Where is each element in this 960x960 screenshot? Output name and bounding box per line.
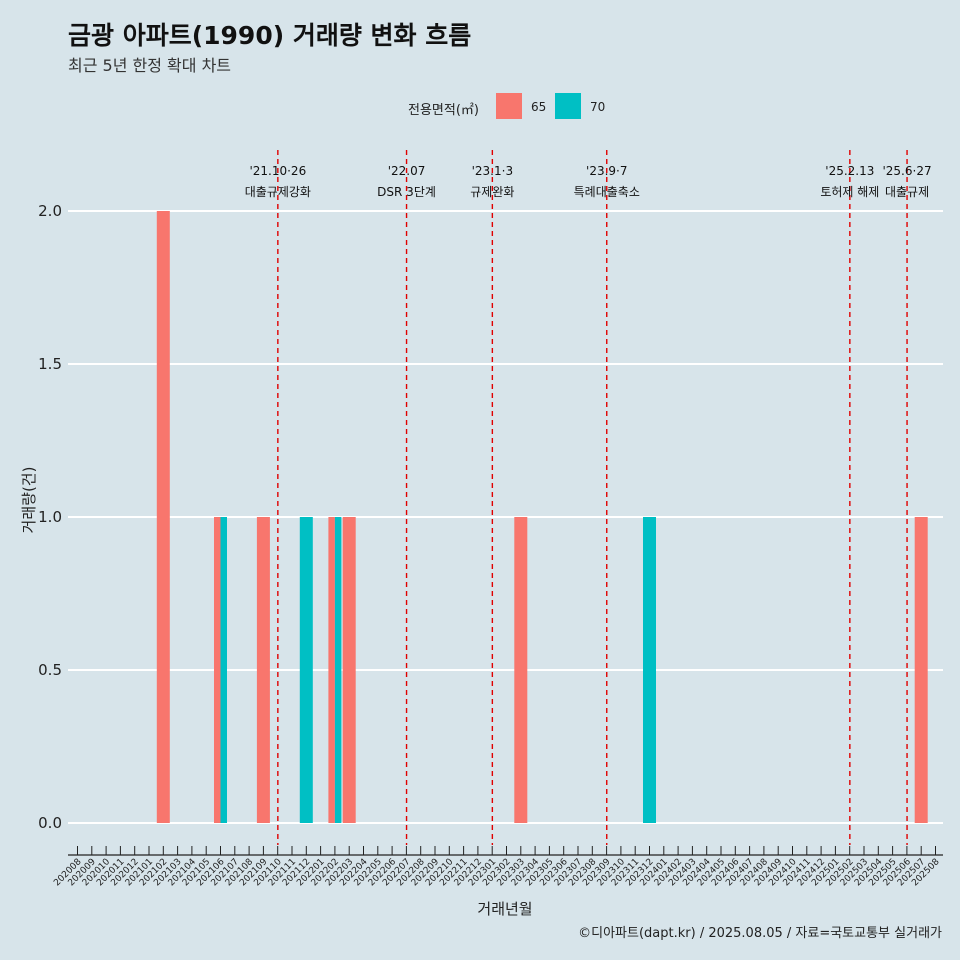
event-label: 대출규제강화 bbox=[245, 185, 311, 199]
event-date-label: '23.1·3 bbox=[472, 164, 513, 178]
event-label: 대출규제 bbox=[885, 185, 929, 199]
x-axis-title: 거래년월 bbox=[477, 900, 532, 918]
bar-65-202203 bbox=[342, 517, 356, 823]
source-credit: ©디아파트(dapt.kr) / 2025.08.05 / 자료=국토교통부 실… bbox=[578, 926, 942, 941]
bar-65-202109 bbox=[256, 517, 270, 823]
y-tick-label: 1.5 bbox=[38, 355, 62, 373]
bar-65-202303 bbox=[514, 517, 528, 823]
bar-65-202106 bbox=[214, 517, 221, 823]
event-date-label: '25.2.13 bbox=[825, 164, 874, 178]
bar-70-202312 bbox=[643, 517, 656, 823]
bar-65-202202 bbox=[328, 517, 335, 823]
event-label: 토허제 해제 bbox=[820, 185, 879, 199]
chart-subtitle: 최근 5년 한정 확대 차트 bbox=[68, 56, 232, 75]
event-label: 규제완화 bbox=[470, 185, 514, 199]
legend-title: 전용면적(㎡) bbox=[408, 103, 479, 118]
event-label: 특례대출축소 bbox=[574, 185, 640, 199]
legend-key-65 bbox=[496, 93, 522, 119]
event-date-label: '21.10·26 bbox=[249, 164, 306, 178]
bar-70-202202 bbox=[334, 517, 342, 823]
event-label: DSR 3단계 bbox=[377, 185, 436, 199]
bar-70-202106 bbox=[220, 517, 227, 823]
bar-70-202112 bbox=[299, 517, 313, 823]
legend-label-65: 65 bbox=[531, 100, 547, 114]
y-axis-title: 거래량(건) bbox=[20, 467, 38, 534]
legend-key-70 bbox=[555, 93, 581, 119]
y-tick-label: 2.0 bbox=[38, 202, 62, 220]
chart-title: 금광 아파트(1990) 거래량 변화 흐름 bbox=[68, 21, 472, 50]
bar-65-202507 bbox=[914, 517, 928, 823]
y-tick-label: 1.0 bbox=[38, 508, 62, 526]
event-date-label: '23.9·7 bbox=[586, 164, 627, 178]
bar-65-202102 bbox=[156, 211, 170, 823]
event-date-label: '25.6·27 bbox=[882, 164, 931, 178]
legend: 전용면적(㎡) 65 70 bbox=[0, 92, 960, 122]
y-tick-label: 0.0 bbox=[38, 814, 62, 832]
legend-label-70: 70 bbox=[590, 100, 606, 114]
y-tick-label: 0.5 bbox=[38, 661, 62, 679]
event-date-label: '22.07 bbox=[388, 164, 426, 178]
